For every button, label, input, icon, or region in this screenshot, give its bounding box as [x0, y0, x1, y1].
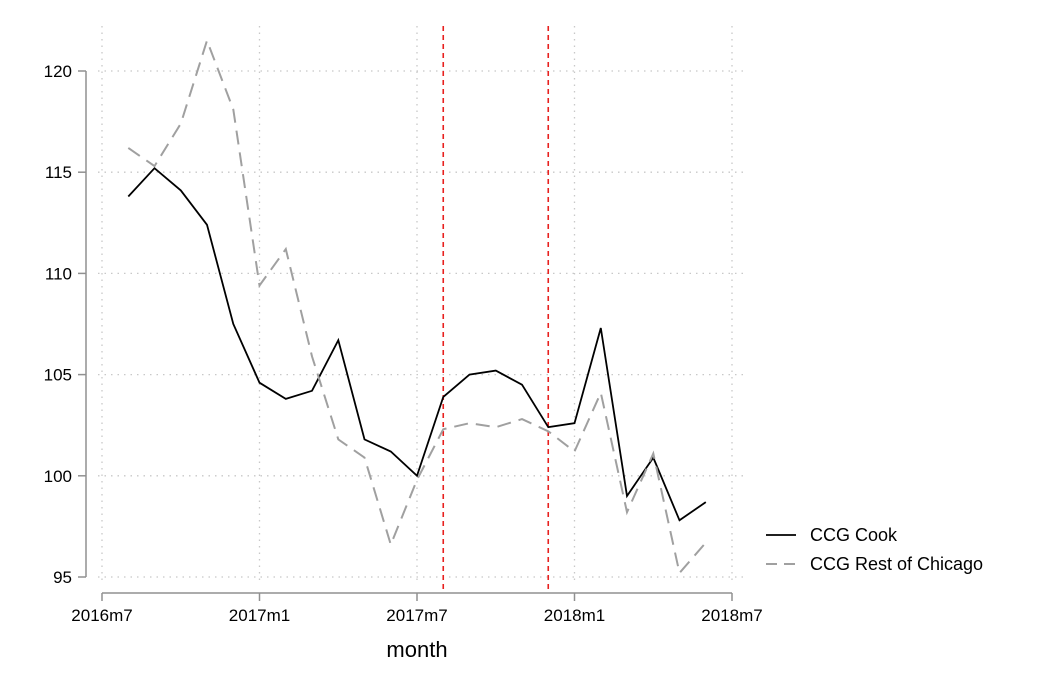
x-tick-label: 2018m7: [701, 606, 762, 625]
x-axis-title: month: [386, 637, 447, 662]
legend-label: CCG Rest of Chicago: [810, 554, 983, 574]
y-tick-label: 110: [45, 264, 72, 283]
y-tick-label: 105: [44, 366, 72, 385]
x-tick-label: 2018m1: [544, 606, 605, 625]
y-tick-label: 115: [45, 163, 72, 182]
legend-label: CCG Cook: [810, 525, 898, 545]
grid: [98, 26, 745, 585]
x-tick-label: 2017m7: [386, 606, 447, 625]
x-tick-label: 2016m7: [71, 606, 132, 625]
reference-lines: [442, 26, 550, 592]
x-tick-label: 2017m1: [229, 606, 290, 625]
y-tick-label: 100: [44, 467, 72, 486]
series-group: [127, 37, 707, 576]
x-ticks: 2016m7 2017m1 2017m7 2018m1 2018m7: [71, 593, 763, 625]
series-line-ccg-cook: [127, 166, 707, 522]
y-ticks: 95 100 105 110 115 120: [44, 62, 86, 587]
y-tick-label: 95: [53, 568, 72, 587]
legend: CCG Cook CCG Rest of Chicago: [766, 525, 983, 574]
axes: [85, 71, 732, 594]
y-tick-label: 120: [44, 62, 72, 81]
